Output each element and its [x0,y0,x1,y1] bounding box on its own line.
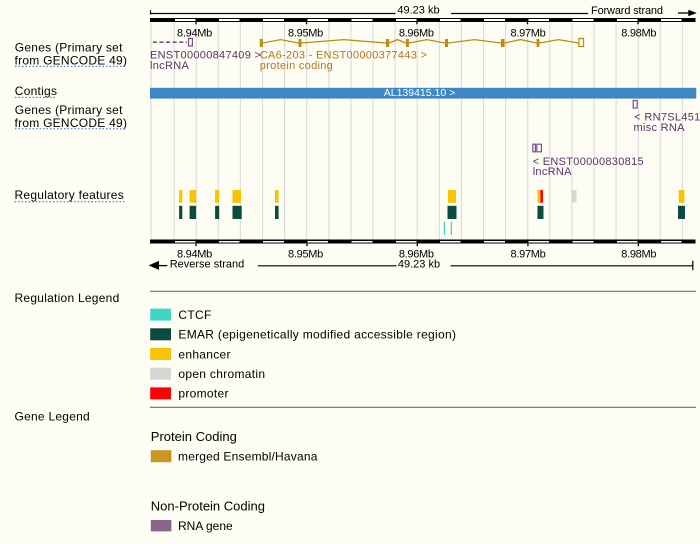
svg-text:ENST00000847409 >: ENST00000847409 > [150,50,261,62]
svg-text:8.98Mb: 8.98Mb [621,28,656,40]
svg-text:Genes (Primary set: Genes (Primary set [15,41,123,55]
svg-text:CA6-203 - ENST00000377443 >: CA6-203 - ENST00000377443 > [260,50,427,62]
svg-text:8.95Mb: 8.95Mb [288,28,323,40]
svg-text:RNA gene: RNA gene [178,519,233,533]
svg-text:Forward strand: Forward strand [591,5,663,17]
svg-text:Regulation Legend: Regulation Legend [15,291,120,305]
svg-text:8.94Mb: 8.94Mb [177,28,212,40]
svg-text:open chromatin: open chromatin [178,367,265,381]
svg-text:CTCF: CTCF [178,308,211,322]
svg-text:from GENCODE 49): from GENCODE 49) [15,116,128,130]
svg-text:< ENST00000830815: < ENST00000830815 [533,156,644,168]
svg-text:from GENCODE 49): from GENCODE 49) [15,54,128,68]
svg-text:Gene Legend: Gene Legend [15,409,90,423]
svg-text:8.97Mb: 8.97Mb [511,249,546,261]
svg-text:protein coding: protein coding [260,60,333,72]
svg-text:8.96Mb: 8.96Mb [399,249,434,261]
svg-text:49.23 kb: 49.23 kb [398,259,440,271]
svg-text:< RN7SL451: < RN7SL451 [634,111,700,123]
svg-text:AL139415.10 >: AL139415.10 > [384,87,456,99]
svg-text:8.97Mb: 8.97Mb [511,28,546,40]
svg-text:8.94Mb: 8.94Mb [177,249,212,261]
svg-text:8.98Mb: 8.98Mb [621,249,656,261]
svg-text:Contigs: Contigs [15,84,57,98]
svg-text:Protein Coding: Protein Coding [151,429,237,444]
svg-text:lncRNA: lncRNA [533,166,572,178]
svg-text:promoter: promoter [178,387,228,401]
svg-text:Genes (Primary set: Genes (Primary set [15,103,123,117]
svg-text:49.23 kb: 49.23 kb [397,5,439,17]
svg-text:Regulatory features: Regulatory features [15,188,124,202]
svg-text:enhancer: enhancer [178,347,230,361]
svg-text:8.95Mb: 8.95Mb [288,249,323,261]
svg-text:misc RNA: misc RNA [634,122,686,134]
svg-text:Reverse strand: Reverse strand [170,259,245,271]
svg-text:8.96Mb: 8.96Mb [399,28,434,40]
svg-text:merged Ensembl/Havana: merged Ensembl/Havana [178,450,318,464]
svg-text:Non-Protein Coding: Non-Protein Coding [151,499,265,514]
svg-text:lncRNA: lncRNA [150,60,189,72]
svg-text:EMAR (epigenetically modified: EMAR (epigenetically modified accessible… [178,328,456,342]
